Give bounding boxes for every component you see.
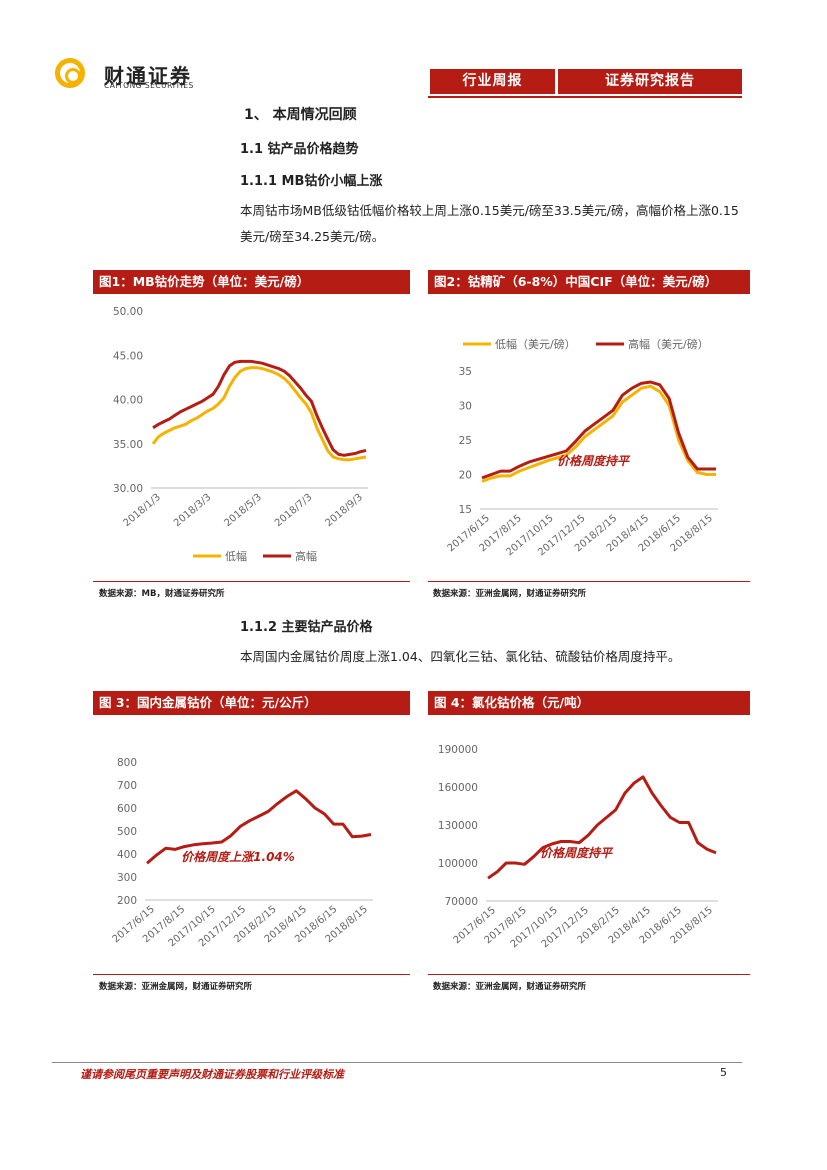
chart-2: 15202530352017/6/152017/8/152017/10/1520… bbox=[446, 337, 718, 558]
page-number: 5 bbox=[720, 1066, 727, 1079]
y-tick-label: 15 bbox=[459, 504, 472, 516]
y-tick-label: 400 bbox=[117, 849, 137, 861]
y-tick-label: 800 bbox=[117, 757, 137, 769]
y-tick-label: 50.00 bbox=[113, 306, 143, 318]
paragraph-products: 本周国内金属钴价周度上涨1.04、四氧化三钴、氯化钴、硫酸钴价格周度持平。 bbox=[240, 649, 681, 664]
figure-3-divider bbox=[93, 974, 410, 975]
figure-1-source: 数据来源：MB，财通证券研究所 bbox=[99, 589, 225, 599]
y-tick-label: 45.00 bbox=[113, 350, 143, 362]
chart-annotation: 价格周度上涨1.04% bbox=[181, 850, 295, 864]
x-tick-label: 2018/9/3 bbox=[323, 492, 364, 529]
figure-3-source: 数据来源：亚洲金属网，财通证券研究所 bbox=[99, 982, 253, 992]
logo-icon bbox=[55, 58, 85, 88]
chart-annotation: 价格周度持平 bbox=[540, 846, 614, 860]
y-tick-label: 30 bbox=[459, 401, 472, 413]
chart-1: 30.00 35.00 40.00 45.00 50.00 2018/1/3 2018/3/… bbox=[113, 306, 368, 563]
figure-4-source: 数据来源：亚洲金属网，财通证券研究所 bbox=[433, 982, 587, 992]
subsection-heading: 1.1 钴产品价格趋势 bbox=[240, 142, 359, 157]
legend-label: 低幅 bbox=[225, 550, 247, 563]
header-tab-research: 证券研究报告 bbox=[558, 69, 742, 94]
y-tick-label: 35 bbox=[459, 366, 472, 378]
paragraph-mb-price: 本周钴市场MB低级钴低幅价格较上周上涨0.15美元/磅至33.5美元/磅，高幅价… bbox=[240, 203, 739, 244]
y-tick-label: 500 bbox=[117, 826, 137, 838]
y-tick-label: 35.00 bbox=[113, 439, 143, 451]
y-tick-label: 700 bbox=[117, 780, 137, 792]
chart-3: 2003004005006007008002017/6/152017/8/152… bbox=[111, 757, 373, 949]
subsubsection-heading-products: 1.1.2 主要钴产品价格 bbox=[240, 620, 373, 635]
figure-4-divider bbox=[428, 974, 750, 975]
figure-2-source: 数据来源：亚洲金属网，财通证券研究所 bbox=[433, 589, 587, 599]
y-tick-label: 25 bbox=[459, 435, 472, 447]
x-tick-label: 2018/3/3 bbox=[172, 492, 213, 529]
y-tick-label: 160000 bbox=[438, 782, 478, 794]
logo-cn-text: 财通证券 bbox=[104, 64, 192, 88]
y-tick-label: 190000 bbox=[438, 744, 478, 756]
section-heading: 1、 本周情况回顾 bbox=[244, 107, 357, 123]
x-tick-label: 2018/5/3 bbox=[222, 492, 263, 529]
series-line bbox=[487, 775, 717, 880]
logo-en-text: CAITONG SECURITIES bbox=[104, 81, 194, 90]
y-tick-label: 100000 bbox=[438, 858, 478, 870]
footer-divider bbox=[52, 1062, 742, 1063]
series-line bbox=[151, 366, 367, 462]
y-tick-label: 130000 bbox=[438, 820, 478, 832]
figure-2-divider bbox=[428, 581, 750, 582]
figure-2-title: 图2：钴精矿（6-8%）中国CIF（单位：美元/磅） bbox=[428, 270, 750, 294]
y-tick-label: 70000 bbox=[445, 896, 478, 908]
legend-label: 高幅（美元/磅） bbox=[628, 337, 709, 351]
series-line bbox=[481, 384, 716, 483]
figure-1-divider bbox=[93, 581, 410, 582]
legend-label: 高幅 bbox=[295, 549, 317, 563]
y-tick-label: 30.00 bbox=[113, 483, 143, 495]
series-line bbox=[146, 789, 372, 865]
y-tick-label: 200 bbox=[117, 895, 137, 907]
footer-disclaimer: 谨请参阅尾页重要声明及财通证券股票和行业评级标准 bbox=[80, 1068, 344, 1081]
chart-4: 700001000001300001600001900002017/6/1520… bbox=[438, 744, 718, 950]
legend-label: 低幅（美元/磅） bbox=[495, 337, 576, 351]
y-tick-label: 20 bbox=[459, 470, 472, 482]
header-divider bbox=[428, 96, 742, 98]
x-tick-label: 2018/7/3 bbox=[273, 492, 314, 529]
series-line bbox=[152, 359, 367, 457]
y-tick-label: 600 bbox=[117, 803, 137, 815]
header-tab-weekly: 行业周报 bbox=[430, 69, 555, 94]
y-tick-label: 300 bbox=[117, 872, 137, 884]
subsubsection-heading-mb: 1.1.1 MB钴价小幅上涨 bbox=[240, 174, 383, 189]
x-tick-label: 2018/1/3 bbox=[121, 492, 162, 529]
figure-3-title: 图 3：国内金属钴价（单位：元/公斤） bbox=[93, 691, 410, 715]
figure-1-title: 图1：MB钴价走势（单位：美元/磅） bbox=[93, 270, 410, 294]
figure-4-title: 图 4：氯化钴价格（元/吨） bbox=[428, 691, 750, 715]
chart-annotation: 价格周度持平 bbox=[557, 454, 631, 468]
series-line bbox=[481, 380, 716, 480]
y-tick-label: 40.00 bbox=[113, 395, 143, 407]
